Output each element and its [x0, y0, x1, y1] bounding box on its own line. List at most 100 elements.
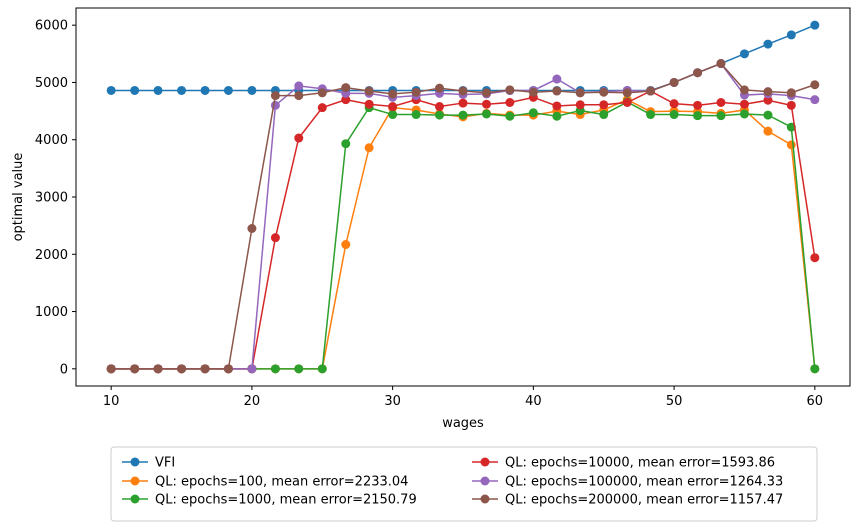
data-point	[810, 95, 820, 105]
data-point	[786, 100, 796, 110]
data-point	[294, 133, 304, 143]
data-point	[364, 143, 374, 153]
data-point	[786, 140, 796, 150]
legend-item: QL: epochs=200000, mean error=1157.47	[472, 493, 783, 508]
data-point	[739, 49, 749, 59]
data-point	[388, 110, 398, 120]
legend-label: VFI	[155, 456, 175, 471]
y-axis-label: optimal value	[11, 153, 26, 242]
legend-swatch-marker	[480, 494, 490, 504]
data-point	[552, 74, 562, 84]
data-point	[130, 85, 140, 95]
data-point	[763, 126, 773, 136]
data-point	[669, 77, 679, 87]
data-point	[810, 253, 820, 263]
legend-item: QL: epochs=100000, mean error=1264.33	[472, 475, 783, 490]
x-tick-label: 40	[525, 394, 542, 409]
y-tick-label: 0	[60, 362, 68, 377]
data-point	[786, 122, 796, 132]
data-point	[317, 103, 327, 113]
legend-frame	[110, 446, 818, 522]
legend-swatch-marker	[130, 457, 140, 467]
data-point	[552, 86, 562, 96]
data-point	[575, 100, 585, 110]
data-point	[106, 364, 116, 374]
data-point	[153, 85, 163, 95]
series-3	[106, 86, 820, 374]
data-point	[505, 98, 515, 107]
y-tick-label: 5000	[35, 76, 68, 91]
data-point	[435, 110, 444, 120]
data-point	[341, 240, 351, 250]
series-2	[106, 97, 820, 374]
data-point	[716, 111, 726, 121]
data-point	[435, 102, 444, 112]
series-line	[111, 24, 816, 92]
data-point	[622, 88, 632, 98]
data-point	[552, 101, 562, 111]
data-point	[786, 30, 796, 40]
x-tick-label: 50	[666, 394, 683, 409]
data-point	[458, 86, 468, 96]
legend-swatch-marker	[480, 457, 490, 467]
data-point	[341, 83, 351, 93]
series-line	[111, 90, 816, 370]
series-5	[106, 59, 820, 374]
data-point	[411, 87, 421, 97]
data-point	[505, 85, 515, 95]
data-point	[528, 87, 538, 97]
data-point	[669, 110, 679, 120]
series-line	[111, 98, 816, 370]
plot-frame	[75, 7, 851, 387]
data-point	[763, 39, 773, 49]
data-point	[482, 88, 491, 98]
x-tick-label: 10	[103, 394, 120, 409]
x-tick-label: 30	[384, 394, 401, 409]
data-point	[763, 95, 773, 105]
series-1	[106, 95, 820, 374]
data-point	[435, 83, 444, 93]
data-point	[106, 85, 116, 95]
data-point	[505, 111, 515, 121]
legend-label: QL: epochs=100000, mean error=1264.33	[505, 475, 783, 490]
data-point	[317, 88, 327, 98]
x-tick-label: 20	[244, 394, 261, 409]
data-point	[411, 110, 421, 120]
data-point	[622, 98, 632, 107]
data-point	[200, 364, 210, 374]
legend-label: QL: epochs=1000, mean error=2150.79	[155, 493, 417, 508]
data-point	[693, 68, 703, 78]
axes: 10 20 30 40 50 60 0 1000 2000 3000 4000 5000 6000	[35, 19, 823, 409]
x-tick-label: 60	[807, 394, 824, 409]
data-point	[153, 364, 163, 374]
y-tick-label: 4000	[35, 133, 68, 148]
data-point	[317, 364, 327, 374]
data-point	[810, 20, 820, 30]
data-point	[552, 111, 562, 121]
data-point	[364, 86, 374, 96]
data-point	[482, 109, 491, 119]
data-point	[270, 100, 280, 110]
data-point	[786, 88, 796, 98]
data-point	[669, 99, 679, 109]
data-point	[294, 81, 304, 91]
data-point	[646, 110, 656, 120]
data-point	[270, 233, 280, 243]
data-point	[223, 364, 233, 374]
data-point	[693, 100, 703, 110]
data-point	[247, 224, 257, 233]
legend: VFI QL: epochs=100, mean error=2233.04 QL:…	[110, 446, 818, 522]
data-point	[177, 364, 187, 374]
data-point	[200, 85, 210, 95]
data-point	[716, 98, 726, 107]
data-point	[294, 91, 304, 101]
data-point	[270, 91, 280, 101]
data-point	[575, 88, 585, 98]
data-point	[810, 364, 820, 374]
data-point	[482, 99, 491, 109]
data-point	[763, 87, 773, 97]
legend-item: QL: epochs=10000, mean error=1593.86	[472, 456, 775, 471]
data-point	[364, 99, 374, 109]
data-point	[294, 364, 304, 374]
